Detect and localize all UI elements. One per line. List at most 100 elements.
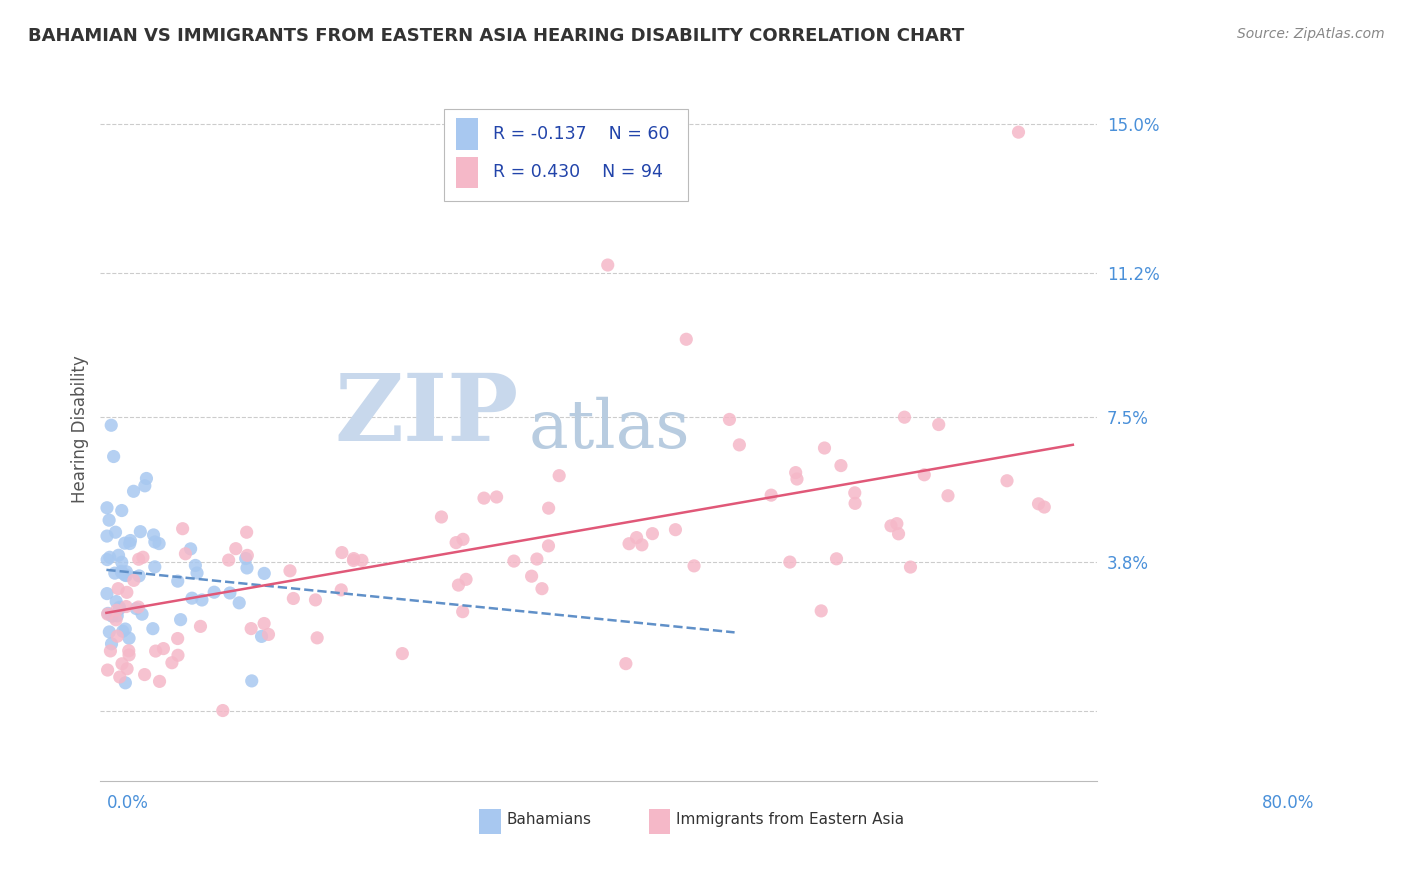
Point [718, 412, 741, 426]
Point [143, 559, 166, 574]
Point [520, 569, 543, 583]
Point [142, 622, 165, 636]
Point [118, 536, 141, 550]
Point [122, 574, 145, 588]
Point [166, 632, 188, 646]
Point [115, 585, 138, 599]
Point [96, 529, 118, 543]
Point [236, 549, 259, 563]
Point [103, 450, 125, 464]
Point [114, 568, 136, 582]
Point [278, 564, 301, 578]
Point [810, 604, 832, 618]
Text: R = 0.430    N = 94: R = 0.430 N = 94 [494, 163, 662, 181]
Point [100, 418, 122, 433]
Point [240, 622, 263, 636]
Point [125, 601, 148, 615]
Point [160, 656, 183, 670]
Point [304, 593, 326, 607]
Point [887, 526, 910, 541]
Point [98, 624, 121, 639]
Point [995, 474, 1018, 488]
FancyBboxPatch shape [479, 809, 501, 834]
Point [181, 591, 204, 606]
Point [142, 528, 165, 542]
Point [114, 622, 136, 636]
Point [343, 551, 366, 566]
Point [447, 578, 470, 592]
Point [886, 516, 908, 531]
Point [100, 644, 122, 658]
Point [350, 553, 373, 567]
FancyBboxPatch shape [444, 109, 689, 201]
Point [118, 648, 141, 662]
Text: ZIP: ZIP [335, 370, 519, 460]
Point [813, 441, 835, 455]
Point [257, 627, 280, 641]
Point [105, 603, 128, 617]
Point [128, 569, 150, 583]
Point [307, 631, 329, 645]
Point [152, 641, 174, 656]
Point [186, 566, 208, 580]
Point [759, 488, 782, 502]
Point [1028, 497, 1050, 511]
Point [785, 466, 807, 480]
Point [472, 491, 495, 505]
Point [108, 600, 131, 615]
Point [537, 501, 560, 516]
Point [236, 561, 259, 575]
Point [617, 537, 640, 551]
Point [893, 410, 915, 425]
Point [1007, 125, 1029, 139]
Point [626, 531, 648, 545]
Point [330, 545, 353, 559]
Point [118, 631, 141, 645]
Point [104, 525, 127, 540]
Point [537, 539, 560, 553]
Point [211, 704, 233, 718]
Point [641, 526, 664, 541]
Point [135, 471, 157, 485]
FancyBboxPatch shape [456, 118, 478, 150]
Point [132, 550, 155, 565]
Point [131, 607, 153, 622]
Point [530, 582, 553, 596]
Point [100, 637, 122, 651]
Point [235, 551, 257, 566]
Point [728, 438, 751, 452]
Point [250, 629, 273, 643]
Point [105, 608, 128, 623]
Point [253, 616, 276, 631]
Point [115, 565, 138, 579]
Text: 0.0%: 0.0% [107, 794, 148, 812]
Point [169, 613, 191, 627]
Point [235, 525, 257, 540]
Point [928, 417, 950, 432]
Point [184, 558, 207, 573]
Point [96, 586, 118, 600]
Point [166, 574, 188, 589]
Point [101, 609, 124, 624]
FancyBboxPatch shape [648, 809, 671, 834]
Point [134, 667, 156, 681]
Point [129, 524, 152, 539]
Point [104, 613, 127, 627]
Point [191, 593, 214, 607]
Point [779, 555, 801, 569]
Point [675, 332, 697, 346]
Point [174, 547, 197, 561]
Y-axis label: Hearing Disability: Hearing Disability [72, 355, 89, 503]
Point [218, 553, 240, 567]
Point [118, 644, 141, 658]
Point [180, 541, 202, 556]
Point [105, 594, 128, 608]
Point [664, 523, 686, 537]
Point [115, 599, 138, 614]
Point [330, 582, 353, 597]
Point [503, 554, 526, 568]
Point [830, 458, 852, 473]
Point [202, 585, 225, 599]
Point [253, 566, 276, 581]
Point [128, 552, 150, 566]
